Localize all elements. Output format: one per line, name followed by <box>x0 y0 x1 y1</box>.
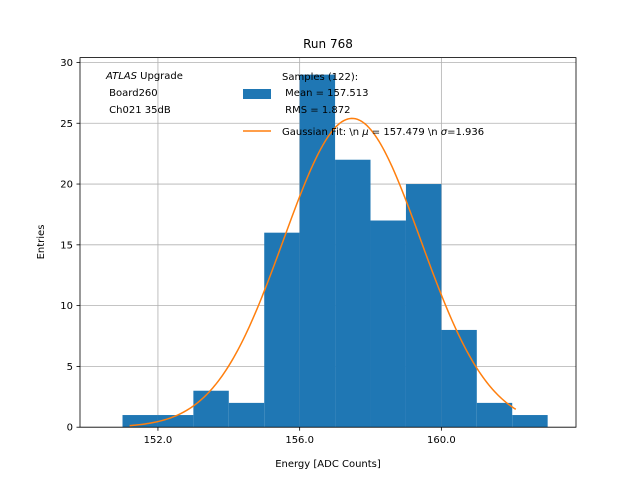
annotation-line-1: ATLAS Upgrade <box>105 71 183 82</box>
legend-fit-part-2: = 157.479 \n <box>369 127 441 138</box>
x-tick-label: 152.0 <box>144 435 173 446</box>
histogram-bar <box>476 402 513 428</box>
y-tick-label: 20 <box>60 180 73 191</box>
annotation-line-3: Ch021 35dB <box>106 105 171 116</box>
histogram-bar <box>299 74 336 428</box>
x-tick-label: 160.0 <box>427 435 456 446</box>
y-tick-label: 0 <box>67 423 73 434</box>
annotation-line-2: Board260 <box>106 88 158 99</box>
histogram-bars <box>122 74 548 428</box>
y-tick-label: 10 <box>60 301 73 312</box>
legend-histogram-swatch <box>243 89 271 99</box>
histogram-bar <box>370 220 406 428</box>
legend-hist-line-3: RMS = 1.872 <box>282 105 350 116</box>
x-tick-label: 156.0 <box>285 435 314 446</box>
y-tick-label: 30 <box>60 58 73 69</box>
legend-fit-label: Gaussian Fit: \n μ = 157.479 \n σ=1.936 <box>282 127 484 138</box>
histogram-bar <box>264 232 300 428</box>
legend-fit-part-3: =1.936 <box>447 127 484 138</box>
chart-title: Run 768 <box>303 37 353 51</box>
y-tick-label: 15 <box>60 240 73 251</box>
histogram-bar <box>228 402 265 428</box>
histogram-bar <box>335 159 371 428</box>
legend-fit-part-1: Gaussian Fit: \n <box>282 127 362 138</box>
histogram-bar <box>157 415 194 428</box>
annotation-box: ATLAS Upgrade Board260 Ch021 35dB <box>105 71 183 116</box>
x-axis-ticks: 152.0 156.0 160.0 <box>144 427 456 446</box>
legend-hist-line-1: Samples (122): <box>282 72 358 83</box>
legend: Samples (122): Mean = 157.513 RMS = 1.87… <box>243 72 484 138</box>
histogram-bar <box>512 415 548 428</box>
legend-hist-line-2: Mean = 157.513 <box>282 88 369 99</box>
y-tick-label: 5 <box>67 362 73 373</box>
legend-fit-sigma: σ <box>441 127 448 138</box>
y-tick-label: 25 <box>60 119 73 130</box>
histogram-bar <box>193 390 229 428</box>
y-axis-label: Entries <box>36 225 47 260</box>
histogram-bar <box>441 329 477 428</box>
x-axis-label: Energy [ADC Counts] <box>275 459 381 470</box>
plot-frame <box>79 57 577 428</box>
histogram-bar <box>405 184 442 428</box>
annotation-upgrade: Upgrade <box>137 71 183 82</box>
y-axis-ticks: 0 5 10 15 20 25 30 <box>60 58 80 434</box>
histogram-bar <box>122 415 158 428</box>
gaussian-fit-line <box>129 117 517 427</box>
annotation-atlas: ATLAS <box>105 71 138 82</box>
legend-fit-mu: μ <box>361 127 368 138</box>
